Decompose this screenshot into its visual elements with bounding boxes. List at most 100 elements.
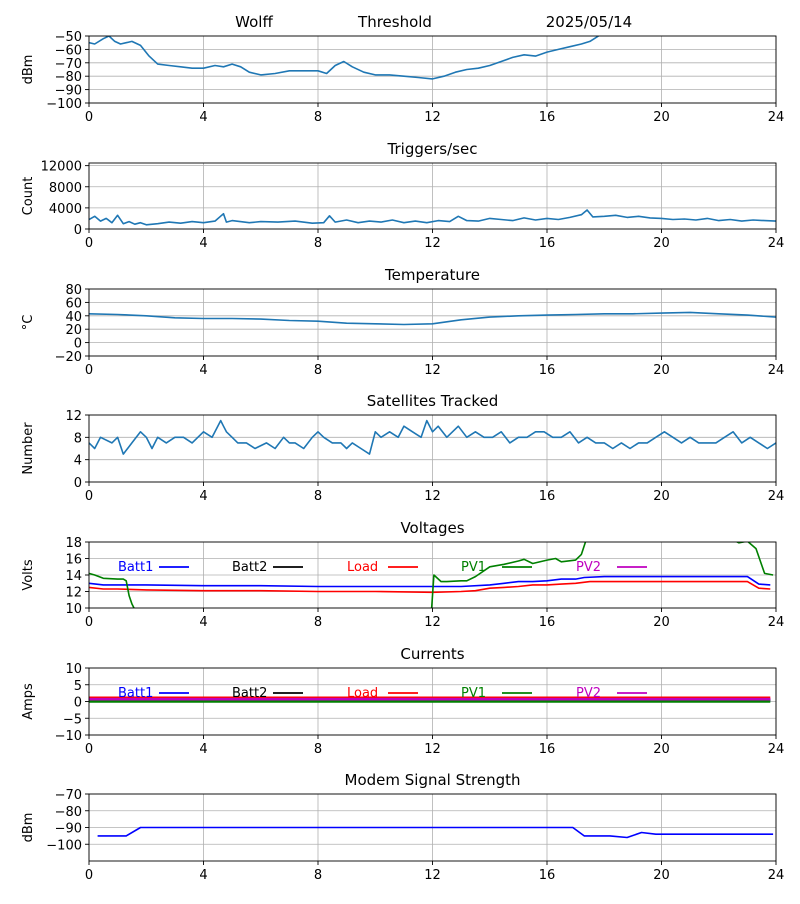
x-tick-label: 12: [424, 489, 441, 504]
x-tick-label: 8: [314, 742, 322, 757]
y-tick-label: 8: [74, 431, 82, 446]
x-tick-label: 20: [653, 868, 670, 883]
y-tick-label: 10: [65, 662, 82, 677]
legend-label-batt1: Batt1: [118, 560, 153, 575]
legend-label-pv1: PV1: [461, 686, 486, 701]
legend-label-batt2: Batt2: [232, 686, 267, 701]
y-tick-label: −60: [55, 43, 82, 58]
x-tick-label: 12: [424, 742, 441, 757]
series-line-pv1: [89, 542, 774, 608]
header-date: 2025/05/14: [546, 13, 632, 31]
legend-label-pv1: PV1: [461, 560, 486, 575]
panel-1: 0 4 8 12 16 20 24 −100−90−80−70−60−50 dBm: [21, 30, 784, 125]
y-axis-label: Amps: [21, 683, 36, 720]
header-station: Wolff: [235, 13, 273, 31]
panel-title: Triggers/sec: [387, 140, 478, 158]
x-tick-label: 16: [539, 363, 556, 378]
y-tick-label: 14: [65, 569, 82, 584]
x-tick-label: 8: [314, 489, 322, 504]
y-axis-label: Count: [21, 177, 36, 216]
x-tick-label: 20: [653, 615, 670, 630]
y-tick-label: −10: [55, 729, 82, 744]
y-tick-label: −90: [55, 822, 82, 837]
panel-4: 0 4 8 12 16 20 24 0 4 8 12 Satellites Tracked Number: [21, 392, 784, 504]
plot-area: [89, 696, 771, 703]
y-tick-label: 10: [65, 602, 82, 617]
x-tick-label: 16: [539, 236, 556, 251]
y-tick-label: 40: [65, 310, 82, 325]
x-tick-label: 24: [768, 489, 785, 504]
y-tick-label: 8000: [49, 181, 82, 196]
x-tick-label: 0: [85, 868, 93, 883]
panel-title: Temperature: [384, 266, 480, 284]
y-axis-label: dBm: [21, 55, 36, 85]
x-tick-label: 24: [768, 110, 785, 125]
y-tick-label: 5: [74, 679, 82, 694]
series-line-data: [89, 419, 776, 455]
y-tick-label: −100: [46, 97, 82, 112]
x-tick-label: 0: [85, 615, 93, 630]
x-tick-label: 24: [768, 742, 785, 757]
x-tick-label: 20: [653, 110, 670, 125]
y-tick-label: 12: [65, 586, 82, 601]
y-axis-label: Number: [21, 422, 36, 475]
x-tick-label: 16: [539, 742, 556, 757]
y-tick-label: −80: [55, 70, 82, 85]
y-tick-label: 60: [65, 296, 82, 311]
x-tick-label: 16: [539, 489, 556, 504]
y-tick-label: −100: [46, 838, 82, 853]
y-tick-label: 0: [74, 337, 82, 352]
x-tick-label: 20: [653, 489, 670, 504]
x-tick-label: 0: [85, 489, 93, 504]
x-tick-label: 12: [424, 363, 441, 378]
y-tick-label: −20: [55, 350, 82, 365]
x-tick-label: 20: [653, 236, 670, 251]
x-tick-label: 4: [199, 742, 207, 757]
x-tick-label: 12: [424, 236, 441, 251]
x-tick-label: 20: [653, 742, 670, 757]
series-line-load: [89, 580, 771, 594]
y-tick-label: 0: [74, 223, 82, 238]
x-tick-label: 4: [199, 489, 207, 504]
y-axis-label: °C: [21, 315, 36, 331]
panel-title: Modem Signal Strength: [345, 771, 521, 789]
x-tick-label: 16: [539, 110, 556, 125]
y-tick-label: 12000: [41, 160, 82, 175]
y-tick-label: 16: [65, 553, 82, 568]
x-tick-label: 4: [199, 615, 207, 630]
plot-area: [89, 311, 776, 326]
x-tick-label: 0: [85, 110, 93, 125]
y-axis-label: dBm: [21, 813, 36, 843]
x-tick-label: 12: [424, 110, 441, 125]
x-tick-label: 4: [199, 110, 207, 125]
x-tick-label: 12: [424, 868, 441, 883]
y-tick-label: 20: [65, 323, 82, 338]
plot-area: [89, 542, 774, 608]
panel-title: Voltages: [400, 519, 464, 537]
y-tick-label: 18: [65, 536, 82, 551]
y-tick-label: −90: [55, 84, 82, 99]
plot-area: [97, 826, 774, 839]
x-tick-label: 20: [653, 363, 670, 378]
series-line-data: [89, 36, 599, 80]
x-tick-label: 8: [314, 236, 322, 251]
x-tick-label: 16: [539, 868, 556, 883]
legend-label-load: Load: [347, 560, 378, 575]
legend-label-load: Load: [347, 686, 378, 701]
series-line-data: [97, 826, 774, 839]
legend-label-batt1: Batt1: [118, 686, 153, 701]
panel-title: Satellites Tracked: [367, 392, 498, 410]
y-tick-label: −70: [55, 788, 82, 803]
x-tick-label: 8: [314, 868, 322, 883]
y-tick-label: 4000: [49, 202, 82, 217]
panel-title: Currents: [400, 645, 464, 663]
x-tick-label: 12: [424, 615, 441, 630]
series-line-data: [89, 311, 776, 326]
legend-label-batt2: Batt2: [232, 560, 267, 575]
panel-6: 0 4 8 12 16 20 24 −10 −50 5 10 Currents Amps Batt1 Bat…: [21, 645, 784, 757]
panel-7: 0 4 8 12 16 20 24 −100−90 −80 −70 Modem Signal Str…: [21, 771, 784, 883]
